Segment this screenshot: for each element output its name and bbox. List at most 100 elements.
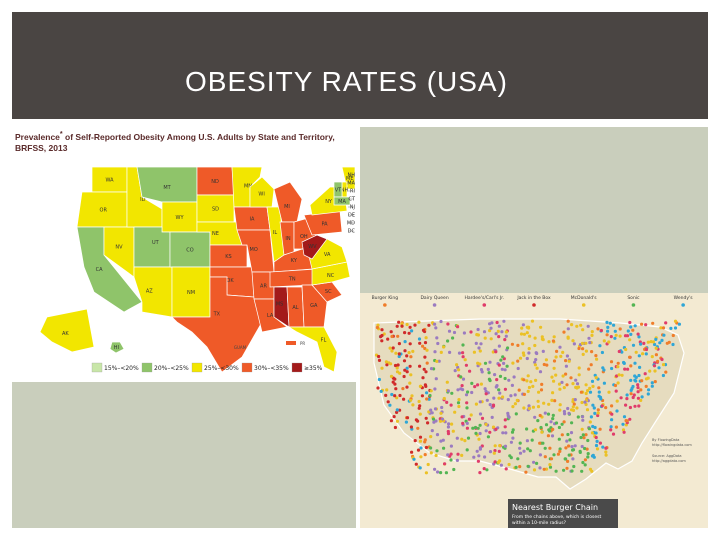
restaurant-dot xyxy=(552,366,556,370)
restaurant-dot xyxy=(616,365,620,369)
chain-legend-dot xyxy=(383,303,387,307)
state-label-nh: NH xyxy=(341,188,349,194)
restaurant-dot xyxy=(602,339,606,343)
restaurant-dot xyxy=(434,326,438,330)
restaurant-dot xyxy=(475,333,479,337)
restaurant-dot xyxy=(455,363,459,367)
restaurant-dot xyxy=(586,452,590,456)
restaurant-dot xyxy=(414,418,418,422)
restaurant-dot xyxy=(567,444,571,448)
restaurant-dot xyxy=(550,434,555,438)
restaurant-dot xyxy=(491,404,496,408)
restaurant-dot xyxy=(588,341,592,345)
restaurant-dots xyxy=(374,319,681,475)
restaurant-dot xyxy=(490,415,494,419)
state-label-mi: MI xyxy=(284,204,290,210)
state-az xyxy=(133,266,173,318)
restaurant-dot xyxy=(624,347,628,352)
state-label-nm: NM xyxy=(187,290,195,296)
restaurant-dot xyxy=(380,366,384,370)
restaurant-dot xyxy=(389,362,393,366)
background-panel xyxy=(360,127,708,293)
state-label-mt: MT xyxy=(163,185,171,191)
restaurant-dot xyxy=(397,354,401,359)
restaurant-dot xyxy=(619,396,623,400)
restaurant-dot xyxy=(572,342,576,346)
state-wi xyxy=(249,176,275,208)
restaurant-dot xyxy=(584,391,588,396)
restaurant-dot xyxy=(493,444,497,448)
restaurant-dot xyxy=(548,465,553,469)
restaurant-dot xyxy=(494,350,498,354)
restaurant-dot xyxy=(581,418,585,422)
legend-label: 15%–<20% xyxy=(104,365,139,372)
restaurant-dot xyxy=(488,403,492,407)
restaurant-dot xyxy=(472,350,476,354)
restaurant-dot xyxy=(591,453,595,457)
restaurant-dot xyxy=(640,379,644,383)
restaurant-dot xyxy=(521,342,525,346)
restaurant-dot xyxy=(409,398,413,402)
restaurant-dot xyxy=(547,428,551,432)
restaurant-dot xyxy=(418,384,422,388)
state-label-sd: SD xyxy=(212,207,219,213)
restaurant-dot xyxy=(473,425,478,430)
restaurant-dot xyxy=(547,340,551,344)
restaurant-dot xyxy=(466,436,471,440)
restaurant-dot xyxy=(446,453,450,457)
restaurant-dot xyxy=(446,322,450,326)
restaurant-dot xyxy=(601,366,605,370)
restaurant-dot xyxy=(527,406,532,411)
burger-map-credit: http://aggdata.com xyxy=(652,459,686,463)
restaurant-dot xyxy=(607,390,611,394)
restaurant-dot xyxy=(493,373,497,377)
restaurant-dot xyxy=(516,359,520,363)
restaurant-dot xyxy=(661,363,666,367)
restaurant-dot xyxy=(561,374,565,378)
restaurant-dot xyxy=(584,402,588,407)
restaurant-dot xyxy=(507,462,511,467)
restaurant-dot xyxy=(528,449,532,453)
state-label-il: IL xyxy=(273,230,277,236)
restaurant-dot xyxy=(471,426,475,430)
state-label-nd: ND xyxy=(211,179,219,185)
restaurant-dot xyxy=(449,452,453,456)
restaurant-dot xyxy=(636,396,640,400)
restaurant-dot xyxy=(433,467,437,471)
restaurant-dot xyxy=(418,466,422,470)
restaurant-dot xyxy=(625,393,629,397)
restaurant-dot xyxy=(628,320,632,325)
restaurant-dot xyxy=(535,461,539,465)
restaurant-dot xyxy=(402,397,406,401)
restaurant-dot xyxy=(515,398,519,402)
state-label-ia: IA xyxy=(250,217,255,223)
state-wv xyxy=(301,234,328,260)
restaurant-dot xyxy=(473,385,477,389)
callout-label-nh: NH xyxy=(348,173,356,179)
restaurant-dot xyxy=(542,401,546,405)
restaurant-dot xyxy=(418,439,423,443)
restaurant-dot xyxy=(526,389,530,393)
state-label-ok: OK xyxy=(226,278,234,284)
state-label-ut: UT xyxy=(152,240,160,246)
callout-label-ri: RI xyxy=(350,189,355,195)
legend-swatch xyxy=(91,362,103,373)
restaurant-dot xyxy=(433,322,437,326)
burger-map-credit: Source: AggData xyxy=(652,454,682,458)
restaurant-dot xyxy=(642,341,646,345)
restaurant-dot xyxy=(596,408,600,412)
restaurant-dot xyxy=(439,439,443,443)
restaurant-dot xyxy=(495,378,499,382)
restaurant-dot xyxy=(661,373,665,378)
restaurant-dot xyxy=(405,322,409,327)
restaurant-dot xyxy=(622,360,626,365)
restaurant-dot xyxy=(451,429,455,433)
restaurant-dot xyxy=(579,435,583,440)
state-label-ar: AR xyxy=(260,284,267,290)
restaurant-dot xyxy=(534,378,538,382)
restaurant-dot xyxy=(514,412,518,416)
restaurant-dot xyxy=(457,351,462,355)
restaurant-dot xyxy=(377,358,382,362)
restaurant-dot xyxy=(425,361,429,365)
restaurant-dot xyxy=(418,341,422,345)
